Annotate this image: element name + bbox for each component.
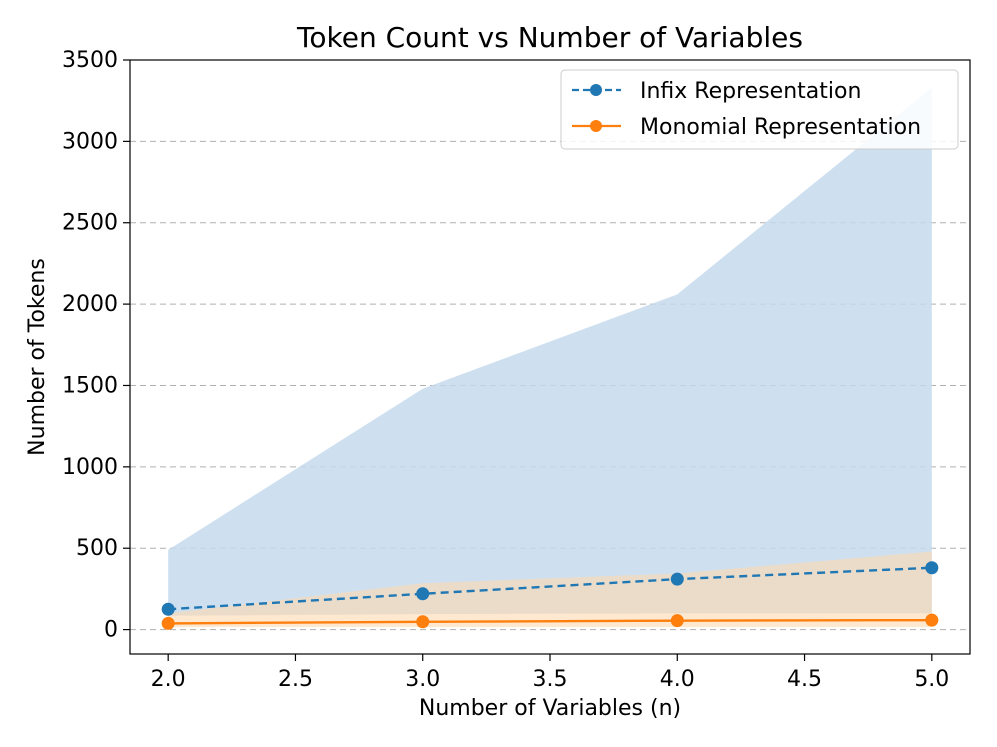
line-layer <box>161 561 939 630</box>
data-point-infix <box>416 587 430 601</box>
data-point-monomial <box>416 615 430 629</box>
y-tick-label: 500 <box>76 536 118 561</box>
x-tick-label: 4.5 <box>787 667 822 692</box>
y-tick-label: 3000 <box>62 129 118 154</box>
data-point-monomial <box>161 616 175 630</box>
legend-infix-label: Infix Representation <box>640 79 861 104</box>
y-tick-label: 3500 <box>62 48 118 73</box>
tick-layer: 0 500 1000 1500 2000 2500 3000 3500 2.0 2.5 3.0 3.5… <box>62 48 949 692</box>
legend-monomial-label: Monomial Representation <box>640 115 921 140</box>
legend-infix-marker <box>590 84 602 96</box>
x-tick-label: 3.0 <box>405 667 440 692</box>
x-tick-label: 2.0 <box>151 667 186 692</box>
band-monomial <box>168 551 932 628</box>
band-layer <box>168 87 932 628</box>
data-point-monomial <box>670 614 684 628</box>
data-point-monomial <box>925 613 939 627</box>
x-tick-label: 2.5 <box>278 667 313 692</box>
legend: Infix Representation Monomial Representa… <box>560 69 959 150</box>
y-tick-label: 0 <box>104 618 118 643</box>
chart-title: Token Count vs Number of Variables <box>296 21 803 54</box>
series-line-infix <box>168 566 932 611</box>
data-point-infix <box>925 561 939 575</box>
y-tick-label: 2500 <box>62 211 118 236</box>
y-tick-label: 1000 <box>62 455 118 480</box>
legend-box <box>560 69 959 150</box>
data-point-infix <box>670 572 684 586</box>
y-axis-label: Number of Tokens <box>25 258 50 456</box>
y-tick-label: 1500 <box>62 373 118 398</box>
data-point-infix <box>161 602 175 616</box>
y-tick-label: 2000 <box>62 292 118 317</box>
series-line-monomial <box>168 618 932 625</box>
x-tick-label: 3.5 <box>533 667 568 692</box>
x-tick-label: 4.0 <box>660 667 695 692</box>
band-infix <box>168 87 932 616</box>
legend-monomial-marker <box>590 120 602 132</box>
x-tick-label: 5.0 <box>914 667 949 692</box>
x-axis-label: Number of Variables (n) <box>419 696 681 721</box>
